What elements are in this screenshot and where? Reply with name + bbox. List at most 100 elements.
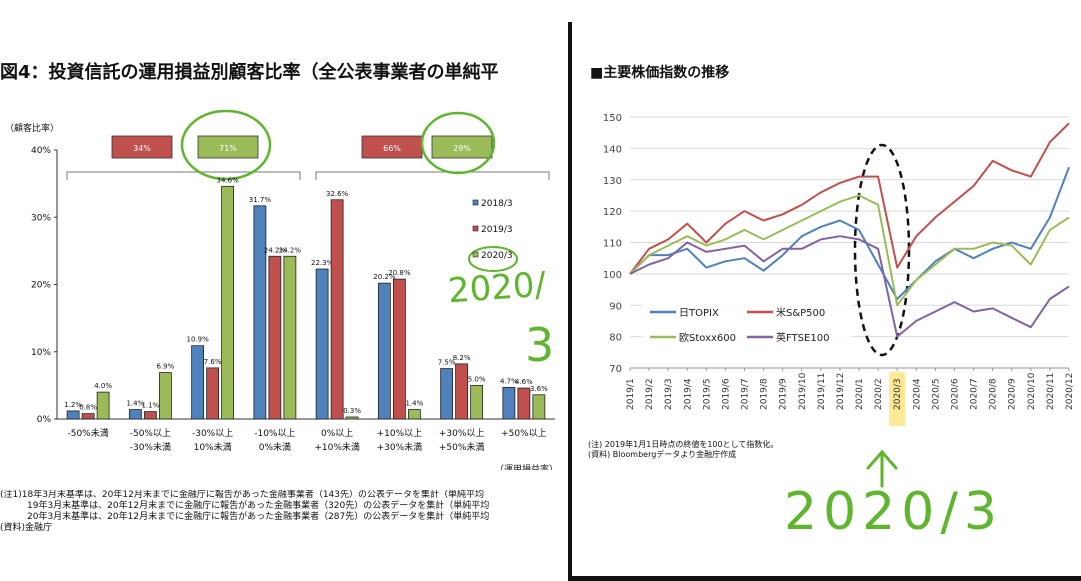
x-tick-label: 2019/11 bbox=[817, 373, 827, 410]
x-tick-label: 2020/8 bbox=[989, 378, 999, 410]
bar bbox=[330, 199, 344, 420]
x-tick-label: 2020/4 bbox=[912, 378, 922, 410]
y-tick-label: 100 bbox=[603, 270, 622, 281]
x-tick-label: 2020/5 bbox=[931, 378, 941, 410]
x-tick-label: 2019/3 bbox=[664, 378, 674, 410]
right-note-source: (資料) Bloombergデータより金融庁作成 bbox=[588, 450, 737, 459]
summary-box bbox=[197, 135, 259, 159]
x-axis-unit: （運用損益率） bbox=[495, 463, 558, 470]
handwritten-annotation-month: 3 bbox=[525, 318, 555, 372]
data-label: 8.2% bbox=[453, 354, 471, 362]
x-tick-label: -30%未満 bbox=[130, 441, 171, 453]
series-line bbox=[629, 166, 1070, 300]
bar bbox=[315, 268, 329, 420]
data-label: 0.3% bbox=[343, 407, 361, 415]
x-tick-label: 2020/9 bbox=[1008, 378, 1018, 410]
left-chart-title: 図4：投資信託の運用損益別顧客比率（全公表事業者の単純平 bbox=[0, 62, 499, 83]
x-tick-label: +30%以上 bbox=[439, 428, 485, 439]
x-tick-label: 2020/7 bbox=[970, 378, 980, 410]
data-label: 22.3% bbox=[311, 259, 334, 267]
legend-label: 英FTSE100 bbox=[776, 331, 829, 344]
panel-divider bbox=[568, 22, 572, 581]
bar bbox=[502, 386, 516, 420]
x-tick-label: 2020/11 bbox=[1046, 373, 1056, 410]
y-axis-title: （顧客比率） bbox=[5, 122, 59, 134]
bar bbox=[440, 368, 454, 420]
bar bbox=[81, 413, 95, 420]
bar bbox=[143, 411, 157, 420]
line-chart: 70 80 90 100 110 120 130 140 150 2019/1 2019/2 2019… bbox=[603, 113, 1075, 426]
x-tick-label: 2019/2 bbox=[645, 378, 655, 410]
bar bbox=[253, 205, 267, 420]
x-tick-label: +10%以上 bbox=[377, 428, 423, 439]
note-line-3: 20年3月末基準は、20年12月末までに金融庁に報告があった金融事業者（287先… bbox=[0, 512, 490, 522]
bar bbox=[96, 391, 110, 420]
handwritten-circle-icon bbox=[468, 246, 518, 272]
y-tick-label: 150 bbox=[603, 113, 622, 124]
legend-swatch bbox=[472, 225, 479, 232]
y-tick-label: 20% bbox=[31, 281, 51, 291]
x-tick-label: 0%以上 bbox=[321, 428, 353, 439]
summary-box-label: 66% bbox=[383, 144, 401, 153]
bar bbox=[158, 372, 172, 420]
data-label: 20.2% bbox=[373, 273, 396, 281]
bar bbox=[377, 282, 391, 420]
x-tick-label: 2020/3 bbox=[893, 378, 903, 410]
data-label: 3.6% bbox=[530, 385, 548, 393]
y-tick-label: 130 bbox=[603, 176, 622, 187]
group-bracket bbox=[315, 171, 550, 180]
right-panel: ■主要株価指数の推移 70 80 90 100 110 120 130 140 150 2019/… bbox=[572, 0, 1081, 581]
x-tick-label: -50%未満 bbox=[67, 427, 108, 439]
right-notes: (注) 2019年1月1日時点の終値を100として指数化。 (資料) Bloom… bbox=[588, 440, 778, 460]
y-tick-label: 120 bbox=[603, 207, 622, 218]
x-tick-label: -10%以上 bbox=[254, 428, 295, 439]
legend-swatch bbox=[472, 251, 479, 258]
x-tick-label: 2019/7 bbox=[741, 378, 751, 410]
data-label: 10.9% bbox=[187, 336, 210, 344]
bar bbox=[345, 416, 359, 420]
legend-label: 欧Stoxx600 bbox=[679, 332, 736, 344]
bar bbox=[268, 255, 282, 420]
data-label: 24.2% bbox=[279, 246, 302, 254]
panel-border-bottom bbox=[570, 576, 1081, 581]
summary-box-label: 34% bbox=[133, 144, 151, 153]
data-label: 4.7% bbox=[500, 377, 518, 385]
x-tick-label: +50%未満 bbox=[439, 441, 485, 453]
left-notes: (注1)18年3月末基準は、20年12月末までに金融庁に報告があった金融事業者（… bbox=[0, 490, 566, 534]
data-label: 4.0% bbox=[94, 382, 112, 390]
y-tick-label: 110 bbox=[603, 239, 622, 250]
data-label: 32.6% bbox=[326, 190, 349, 198]
series-line bbox=[629, 122, 1070, 275]
data-label: 0.8% bbox=[79, 404, 97, 412]
note-source: (資料)金融庁 bbox=[0, 523, 53, 533]
bar bbox=[191, 345, 205, 420]
x-tick-label: -30%以上 bbox=[192, 428, 233, 439]
series-line bbox=[629, 194, 1070, 307]
x-tick-label: +10%未満 bbox=[314, 441, 360, 453]
y-tick-label: 40% bbox=[31, 146, 51, 156]
data-label: 1.1% bbox=[141, 402, 159, 410]
data-label: 1.4% bbox=[126, 400, 144, 408]
data-label: 34.6% bbox=[217, 176, 240, 184]
bar bbox=[470, 384, 484, 420]
x-tick-label: +30%未満 bbox=[377, 441, 423, 453]
data-label: 1.2% bbox=[64, 401, 82, 409]
x-tick-label: 2020/1 bbox=[855, 378, 865, 410]
data-label: 7.6% bbox=[204, 358, 222, 366]
data-label: 24.2% bbox=[264, 246, 287, 254]
bar bbox=[392, 278, 406, 420]
bar bbox=[221, 185, 235, 420]
legend-box bbox=[642, 300, 852, 352]
x-tick-label: 2019/12 bbox=[836, 373, 846, 410]
legend-label: 日TOPIX bbox=[679, 308, 719, 319]
bar-chart: （顧客比率） 0% 10% 20% 30% 40% -50%未満 -50%以上 -30%未満 -3… bbox=[5, 109, 558, 470]
bar bbox=[66, 410, 80, 420]
x-tick-label: 2020/10 bbox=[1027, 372, 1037, 410]
legend-label: 2020/3 bbox=[481, 251, 513, 261]
x-tick-label: 0%未満 bbox=[259, 441, 291, 453]
y-tick-label: 30% bbox=[31, 213, 51, 223]
summary-box bbox=[111, 135, 173, 159]
handwritten-annotation-date: 2020/3 bbox=[784, 482, 1003, 542]
highlight-band bbox=[889, 372, 906, 426]
legend-label: 2019/3 bbox=[481, 225, 513, 235]
